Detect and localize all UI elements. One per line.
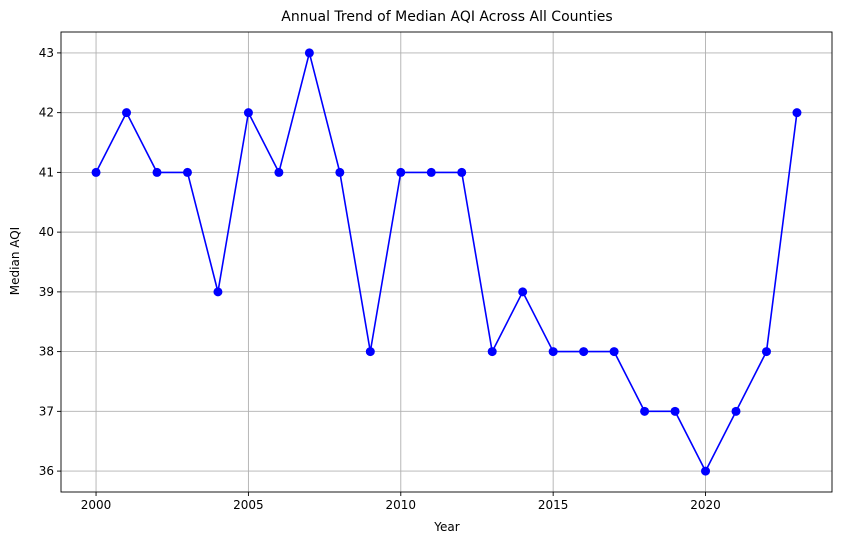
x-axis-label: Year (433, 520, 459, 534)
y-axis-label: Median AQI (8, 227, 22, 295)
data-point (640, 406, 650, 416)
data-point (701, 466, 711, 476)
data-point (426, 167, 436, 177)
x-tick-label: 2015 (538, 498, 569, 512)
y-tick-label: 43 (39, 46, 54, 60)
data-point (761, 347, 771, 357)
data-point (122, 108, 132, 118)
data-point (182, 167, 192, 177)
series-group (91, 48, 802, 476)
data-point (91, 167, 101, 177)
y-tick-label: 41 (39, 165, 54, 179)
data-point (609, 347, 619, 357)
data-point (304, 48, 314, 58)
y-tick-label: 42 (39, 106, 54, 120)
data-point (670, 406, 680, 416)
data-point (518, 287, 528, 297)
data-point (243, 108, 253, 118)
data-point (579, 347, 589, 357)
data-point (365, 347, 375, 357)
chart-title: Annual Trend of Median AQI Across All Co… (281, 9, 612, 25)
y-tick-label: 39 (39, 285, 54, 299)
x-tick-label: 2000 (81, 498, 112, 512)
y-tick-label: 36 (39, 464, 54, 478)
x-tick-label: 2020 (690, 498, 721, 512)
y-tick-label: 38 (39, 345, 54, 359)
data-point (335, 167, 345, 177)
data-point (457, 167, 467, 177)
data-point (548, 347, 558, 357)
x-tick-label: 2010 (386, 498, 417, 512)
data-point (396, 167, 406, 177)
data-point (274, 167, 284, 177)
plot-frame (60, 31, 833, 493)
data-point (152, 167, 162, 177)
x-tick-label: 2005 (233, 498, 264, 512)
y-tick-label: 40 (39, 225, 54, 239)
data-point (792, 108, 802, 118)
data-point (213, 287, 223, 297)
grid (61, 32, 832, 492)
axis-ticks: 2000 2005 2010 2015 2020 36 37 38 39 40 41 42 43 (39, 46, 721, 512)
data-point (731, 406, 741, 416)
series-line (95, 52, 798, 473)
data-point (487, 347, 497, 357)
y-tick-label: 37 (39, 404, 54, 418)
